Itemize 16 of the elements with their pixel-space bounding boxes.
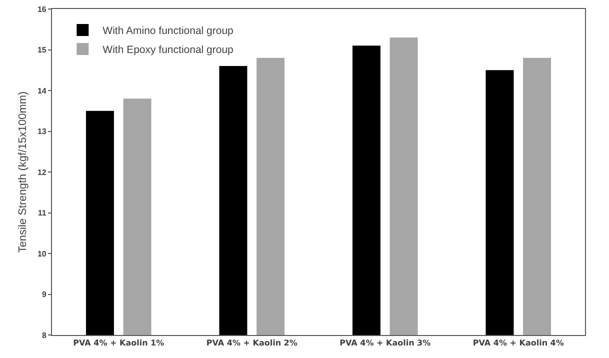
y-tick-label: 10 — [37, 249, 47, 258]
x-tick-label: PVA 4% + Kaolin 3% — [340, 338, 431, 348]
y-axis-title: Tensile Strength (kgf/15x100mm) — [17, 91, 30, 253]
y-tick-label: 8 — [42, 330, 47, 340]
x-tick-label: PVA 4% + Kaolin 2% — [206, 338, 298, 348]
y-tick-label: 15 — [37, 46, 47, 55]
x-tick-label: PVA 4% + Kaolin 1% — [73, 338, 164, 348]
y-tick-label: 9 — [42, 290, 47, 300]
legend-label: With Epoxy functional group — [102, 44, 234, 56]
y-tick-label: 12 — [37, 168, 47, 177]
y-tick-label: 11 — [38, 208, 47, 218]
y-tick-label: 13 — [37, 127, 47, 136]
legend-label: With Amino functional group — [102, 25, 234, 38]
y-tick-label: 16 — [37, 4, 47, 14]
x-tick-label: PVA 4% + Kaolin 4% — [472, 338, 564, 348]
y-tick-label: 14 — [37, 86, 47, 96]
